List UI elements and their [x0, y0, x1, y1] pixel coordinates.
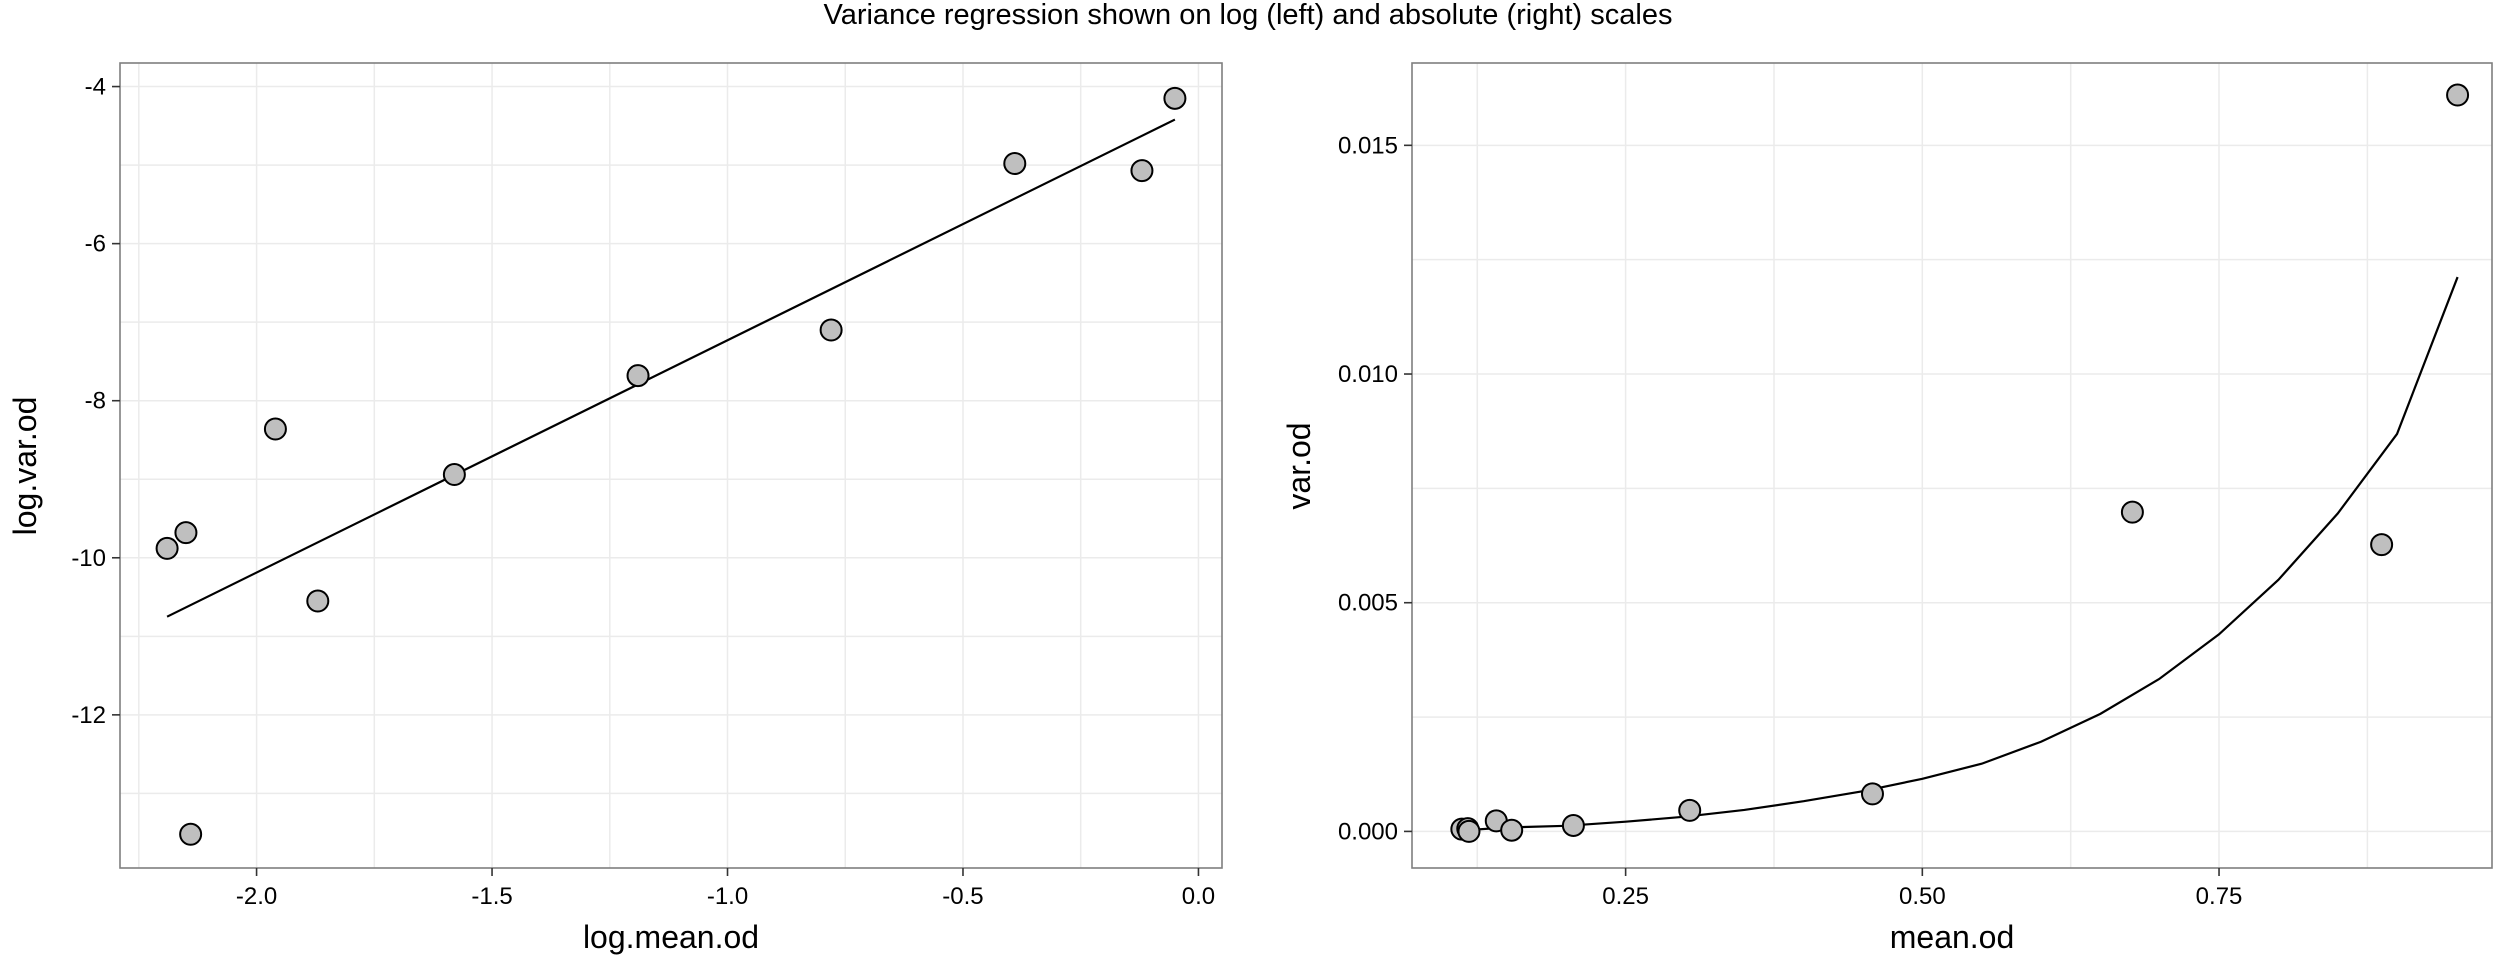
right-gridlines: [1412, 63, 2492, 868]
left-data-point: [1130, 159, 1154, 183]
left-x-tick-label: 0.0: [1182, 883, 1215, 910]
left-y-tick-label: -12: [71, 702, 106, 729]
right-y-tick-label: 0.000: [1338, 818, 1398, 845]
right-data-point: [1678, 798, 1702, 822]
left-data-point: [1163, 86, 1187, 110]
left-y-tick-label: -4: [85, 74, 106, 101]
right-panel-border: [1411, 62, 2493, 869]
left-data-point: [442, 463, 466, 487]
right-y-tick-label: 0.005: [1338, 590, 1398, 617]
left-x-tick-label: -1.5: [471, 883, 512, 910]
left-data-point: [174, 521, 198, 545]
left-gridlines: [120, 63, 1222, 868]
right-y-tick-label: 0.015: [1338, 132, 1398, 159]
left-data-point: [306, 589, 330, 613]
left-data-point: [179, 822, 203, 846]
left-y-tick-label: -10: [71, 545, 106, 572]
left-data-point: [263, 417, 287, 441]
left-data-point: [155, 536, 179, 560]
left-y-tick-label: -8: [85, 388, 106, 415]
left-y-tick-label: -6: [85, 231, 106, 258]
right-x-tick-label: 0.75: [2196, 883, 2243, 910]
right-data-point: [2446, 83, 2470, 107]
right-data-point: [2370, 533, 2394, 557]
right-data-point: [1500, 818, 1524, 842]
left-regression-line: [166, 118, 1176, 618]
right-data-point: [1860, 782, 1884, 806]
left-panel-border: [119, 62, 1223, 869]
right-data-point: [2120, 500, 2144, 524]
right-y-tick-label: 0.010: [1338, 361, 1398, 388]
left-data-point: [819, 318, 843, 342]
right-y-axis-title: var.od: [1281, 422, 1317, 509]
right-data-point: [1561, 813, 1585, 837]
left-x-tick-label: -0.5: [942, 883, 983, 910]
right-x-tick-label: 0.50: [1899, 883, 1946, 910]
left-x-tick-label: -2.0: [236, 883, 277, 910]
right-regression-curve: [1461, 276, 2459, 832]
left-x-tick-label: -1.0: [707, 883, 748, 910]
right-panel-absolute-scale: 0.25 0.50 0.75 0.000 0.005 0.010 0.015 mean.od v…: [1281, 62, 2493, 955]
right-x-axis-title: mean.od: [1890, 919, 2015, 955]
left-data-point: [1003, 152, 1027, 176]
left-panel-log-scale: -2.0 -1.5 -1.0 -0.5 0.0 -12 -10 -8 -6 -4 log.mean.…: [7, 62, 1223, 955]
left-x-axis-title: log.mean.od: [583, 919, 759, 955]
figure-title: Variance regression shown on log (left) …: [824, 0, 1673, 31]
right-x-tick-label: 0.25: [1602, 883, 1649, 910]
left-data-point: [626, 364, 650, 388]
right-data-point: [1457, 819, 1481, 843]
left-y-axis-title: log.var.od: [7, 397, 43, 536]
